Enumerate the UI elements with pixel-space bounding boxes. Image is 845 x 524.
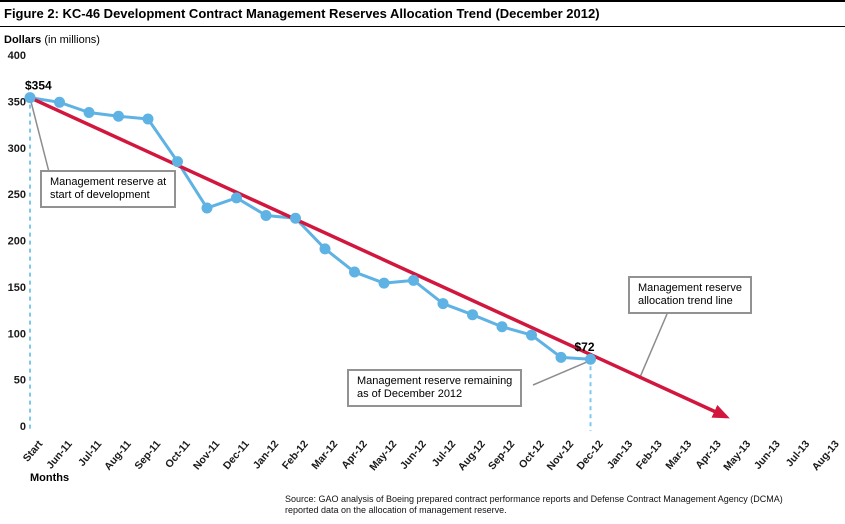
x-tick-label: Mar-12 xyxy=(309,438,340,472)
x-tick-label: Mar-13 xyxy=(663,438,694,472)
leader-line xyxy=(639,313,668,378)
x-tick-label: May-13 xyxy=(721,438,753,473)
x-tick-label: Apr-13 xyxy=(693,438,724,471)
x-tick-label: Jun-12 xyxy=(398,438,429,472)
x-tick-label: Jun-11 xyxy=(44,438,75,471)
units-label-bold: Dollars xyxy=(4,34,42,46)
source-note-line1: Source: GAO analysis of Boeing prepared … xyxy=(285,494,783,504)
y-tick-label: 400 xyxy=(8,50,26,62)
x-tick-label: Jul-12 xyxy=(430,438,459,469)
x-tick-label: Dec-11 xyxy=(221,438,252,472)
x-axis-title: Months xyxy=(30,472,70,484)
data-point xyxy=(467,309,478,321)
y-axis-units: Dollars (in millions) xyxy=(4,34,845,46)
source-note-line2: reported data on the allocation of manag… xyxy=(285,505,507,515)
figure-title: Figure 2: KC-46 Development Contract Man… xyxy=(0,0,845,27)
callout-leader-lines xyxy=(30,101,668,386)
data-point xyxy=(54,96,65,108)
x-tick-label: May-12 xyxy=(367,438,399,473)
x-tick-label: Feb-12 xyxy=(280,438,311,472)
x-tick-label: Dec-12 xyxy=(574,438,605,472)
callout-remaining-line2: as of December 2012 xyxy=(357,388,463,400)
y-axis-tick-labels: 400 350 300 250 200 150 100 50 0 xyxy=(8,50,26,433)
data-point xyxy=(201,202,213,214)
x-tick-label: Aug-12 xyxy=(456,438,488,473)
point-value-label: $354 xyxy=(25,79,52,93)
data-point xyxy=(290,212,301,224)
data-point xyxy=(113,110,124,122)
data-point xyxy=(231,192,242,204)
callout-start-reserve: Management reserve at start of developme… xyxy=(40,170,177,208)
x-tick-label: Start xyxy=(21,438,46,464)
data-point xyxy=(260,209,272,221)
data-point xyxy=(319,243,331,255)
point-value-labels: $354 $72 xyxy=(25,79,595,355)
data-point xyxy=(496,321,508,333)
y-tick-label: 100 xyxy=(8,328,26,340)
x-tick-label: Jul-13 xyxy=(784,438,813,469)
x-tick-label: Oct-12 xyxy=(517,438,547,471)
data-point xyxy=(24,92,36,104)
x-tick-label: Aug-13 xyxy=(810,438,842,473)
callout-remaining-line1: Management reserve remaining xyxy=(357,375,513,387)
data-point xyxy=(408,274,419,286)
series-data-points xyxy=(24,92,596,365)
x-tick-label: Sep-12 xyxy=(486,438,517,472)
y-tick-label: 350 xyxy=(8,96,26,108)
callout-trend-line: Management reserve allocation trend line xyxy=(628,276,752,314)
data-point xyxy=(349,266,360,278)
x-tick-label: Nov-12 xyxy=(545,438,577,473)
data-point xyxy=(526,329,537,341)
callout-start-line1: Management reserve at xyxy=(50,176,167,188)
callout-reserve-remaining: Management reserve remaining as of Decem… xyxy=(347,369,523,407)
units-label-rest: (in millions) xyxy=(41,34,100,46)
data-point xyxy=(437,298,449,310)
data-point xyxy=(172,156,183,168)
trend-arrow-line xyxy=(29,96,730,419)
y-tick-label: 150 xyxy=(8,282,26,294)
data-point xyxy=(585,353,596,365)
x-tick-label: Apr-12 xyxy=(339,438,370,471)
trend-line xyxy=(29,96,730,419)
leader-line xyxy=(532,361,587,386)
x-tick-label: Aug-11 xyxy=(102,438,134,473)
leader-line xyxy=(30,101,50,173)
x-tick-label: Feb-13 xyxy=(634,438,665,472)
data-point xyxy=(83,107,95,119)
data-point xyxy=(378,277,390,289)
data-point xyxy=(555,351,567,363)
x-tick-label: Jan-12 xyxy=(251,438,282,471)
y-tick-label: 300 xyxy=(8,143,26,155)
dashed-reference-lines xyxy=(29,104,592,431)
callout-trend-line2: allocation trend line xyxy=(638,295,733,307)
callout-start-line2: start of development xyxy=(50,189,150,201)
y-tick-label: 250 xyxy=(8,189,26,201)
y-tick-label: 200 xyxy=(8,236,26,248)
data-point xyxy=(142,113,154,125)
x-tick-label: Jul-11 xyxy=(76,438,104,469)
source-note: Source: GAO analysis of Boeing prepared … xyxy=(285,494,783,516)
x-tick-label: Oct-11 xyxy=(163,438,193,470)
y-tick-label: 0 xyxy=(20,421,26,433)
y-tick-label: 50 xyxy=(14,375,26,387)
x-tick-label: Jun-13 xyxy=(752,438,783,472)
callout-trend-line1: Management reserve xyxy=(638,282,742,294)
x-tick-label: Nov-11 xyxy=(191,438,222,472)
x-tick-label: Jan-13 xyxy=(605,438,636,471)
x-tick-label: Sep-11 xyxy=(132,438,163,472)
point-value-label: $72 xyxy=(574,340,594,354)
